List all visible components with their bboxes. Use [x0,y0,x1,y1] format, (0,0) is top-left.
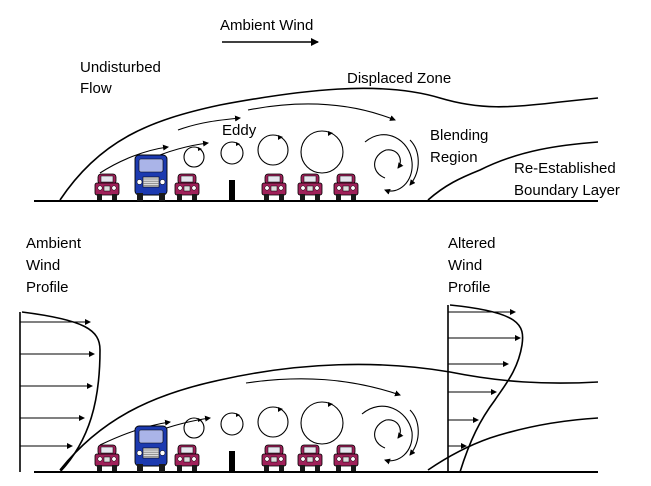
barrier-post-icon [229,451,235,472]
top-panel: Ambient Wind Undisturbed Flow Displaced … [34,17,620,202]
car-icon [174,173,200,200]
blending-swirl-icon [361,405,413,465]
reestablished-label-2: Boundary Layer [514,182,620,199]
displaced-zone-boundary [59,87,599,201]
ambient-profile-label-2: Wind [26,257,60,274]
car-icon [261,173,287,200]
ambient-profile-label-1: Ambient [26,235,82,252]
undisturbed-flow-label-2: Flow [80,80,112,97]
altered-profile-label-3: Profile [448,279,491,296]
ambient-profile-label-3: Profile [26,279,69,296]
altered-profile-label-2: Wind [448,257,482,274]
reestablished-label-1: Re-Established [514,160,616,177]
car-icon [174,444,200,471]
car-icon [297,173,323,200]
car-icon [333,173,359,200]
car-icon [94,444,120,471]
ambient-wind-label: Ambient Wind [220,17,313,34]
blending-swirl-icon [409,409,419,456]
flow-arrow-icon [245,378,401,397]
ambient-profile-curve [21,311,101,473]
displaced-zone-label: Displaced Zone [347,70,451,87]
flow-arrow-icon [247,103,396,121]
flow-arrow-icon [177,115,241,131]
blending-swirl-icon [374,419,404,449]
blending-region-label-2: Region [430,149,478,166]
bottom-panel: Ambient Wind Profile Altered Wind Profil… [19,235,599,473]
reestablished-boundary [427,141,599,201]
undisturbed-flow-label-1: Undisturbed [80,59,161,76]
car-icon [333,444,359,471]
blending-swirl-icon [364,134,413,195]
truck-icon [134,425,168,472]
barrier-post-icon [229,180,235,201]
blending-swirl-icon [409,139,419,186]
altered-profile-label-1: Altered [448,235,496,252]
eddy-circle-icon [183,417,205,439]
eddy-circle-icon [183,146,205,168]
blending-region-label-1: Blending [430,127,488,144]
eddy-circle-icon [220,412,244,436]
truck-icon [134,154,168,201]
eddy-circle-icon [220,141,244,165]
altered-profile-curve [449,304,524,473]
eddy-circle-icon [257,406,289,438]
eddy-label: Eddy [222,122,257,139]
car-icon [261,444,287,471]
eddy-circle-icon [257,134,289,166]
car-icon [297,444,323,471]
car-icon [94,173,120,200]
flow-arrow-icon [99,144,169,174]
eddy-circle-icon [300,130,344,174]
displaced-zone-boundary-lower [59,363,599,471]
blending-swirl-icon [374,149,404,179]
reestablished-boundary-lower [427,417,599,471]
eddy-circle-icon [300,401,344,445]
